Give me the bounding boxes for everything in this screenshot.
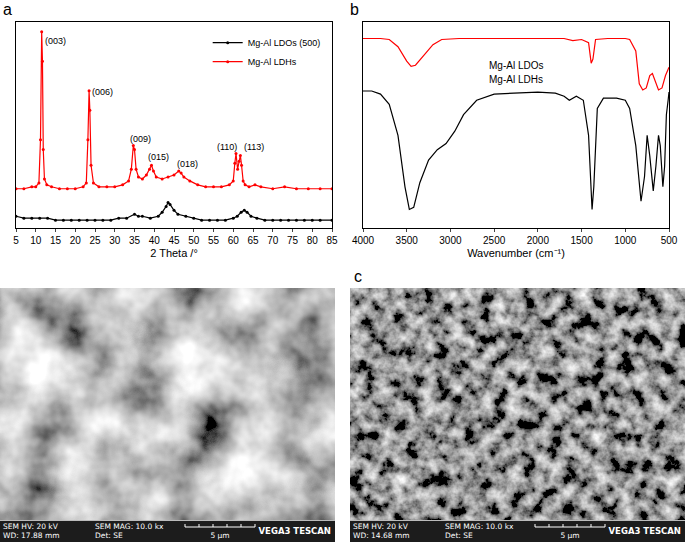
- svg-text:2 Theta /°: 2 Theta /°: [150, 247, 198, 259]
- svg-text:70: 70: [267, 235, 279, 246]
- svg-text:1500: 1500: [570, 235, 593, 246]
- svg-text:Mg-Al LDHs: Mg-Al LDHs: [248, 57, 297, 67]
- svg-text:VEGA3 TESCAN: VEGA3 TESCAN: [609, 526, 681, 536]
- svg-text:500: 500: [661, 235, 678, 246]
- svg-text:25: 25: [89, 235, 101, 246]
- svg-text:WD: 17.88 mm: WD: 17.88 mm: [3, 531, 60, 540]
- svg-text:Mg-Al LDOs (500): Mg-Al LDOs (500): [248, 38, 321, 48]
- svg-text:3500: 3500: [396, 235, 419, 246]
- svg-text:55: 55: [208, 235, 220, 246]
- svg-text:(003): (003): [45, 36, 66, 46]
- svg-text:(009): (009): [130, 134, 151, 144]
- svg-text:WD: 14.68 mm: WD: 14.68 mm: [353, 531, 410, 540]
- html-text:c: c: [354, 268, 362, 285]
- svg-text:3000: 3000: [439, 235, 462, 246]
- svg-text:SEM HV: 20 kV: SEM HV: 20 kV: [3, 522, 59, 531]
- svg-text:SEM MAG: 10.0 kx: SEM MAG: 10.0 kx: [95, 522, 164, 531]
- svg-text:30: 30: [109, 235, 121, 246]
- svg-text:(113): (113): [244, 142, 264, 152]
- svg-text:SEM HV: 20 kV: SEM HV: 20 kV: [353, 522, 409, 531]
- svg-text:5 μm: 5 μm: [560, 531, 579, 540]
- svg-text:5: 5: [13, 235, 19, 246]
- svg-text:b: b: [350, 1, 359, 18]
- svg-text:60: 60: [228, 235, 240, 246]
- svg-text:SEM MAG: 10.0 kx: SEM MAG: 10.0 kx: [445, 522, 514, 531]
- svg-text:40: 40: [149, 235, 161, 246]
- svg-text:2500: 2500: [483, 235, 506, 246]
- svg-text:Det: SE: Det: SE: [95, 531, 123, 540]
- svg-text:(006): (006): [92, 87, 113, 97]
- svg-text:20: 20: [70, 235, 82, 246]
- svg-text:VEGA3 TESCAN: VEGA3 TESCAN: [259, 526, 331, 536]
- svg-text:(015): (015): [148, 152, 169, 162]
- svg-text:80: 80: [307, 235, 319, 246]
- svg-text:5 μm: 5 μm: [210, 531, 229, 540]
- svg-text:10: 10: [30, 235, 42, 246]
- svg-text:75: 75: [287, 235, 299, 246]
- svg-text:Wavenumber (cm⁻¹): Wavenumber (cm⁻¹): [467, 247, 565, 259]
- svg-text:Mg-Al LDOs: Mg-Al LDOs: [489, 60, 543, 71]
- svg-text:4000: 4000: [352, 235, 375, 246]
- svg-text:35: 35: [129, 235, 141, 246]
- svg-text:Det: SE: Det: SE: [445, 531, 473, 540]
- svg-text:2000: 2000: [527, 235, 550, 246]
- svg-text:1000: 1000: [614, 235, 637, 246]
- svg-text:50: 50: [188, 235, 200, 246]
- svg-text:a: a: [3, 1, 12, 18]
- svg-text:Mg-Al LDHs: Mg-Al LDHs: [489, 74, 543, 85]
- svg-text:45: 45: [168, 235, 180, 246]
- svg-text:85: 85: [326, 235, 338, 246]
- svg-text:(018): (018): [177, 159, 198, 169]
- svg-text:65: 65: [247, 235, 259, 246]
- svg-text:(110): (110): [217, 142, 237, 152]
- svg-text:15: 15: [50, 235, 62, 246]
